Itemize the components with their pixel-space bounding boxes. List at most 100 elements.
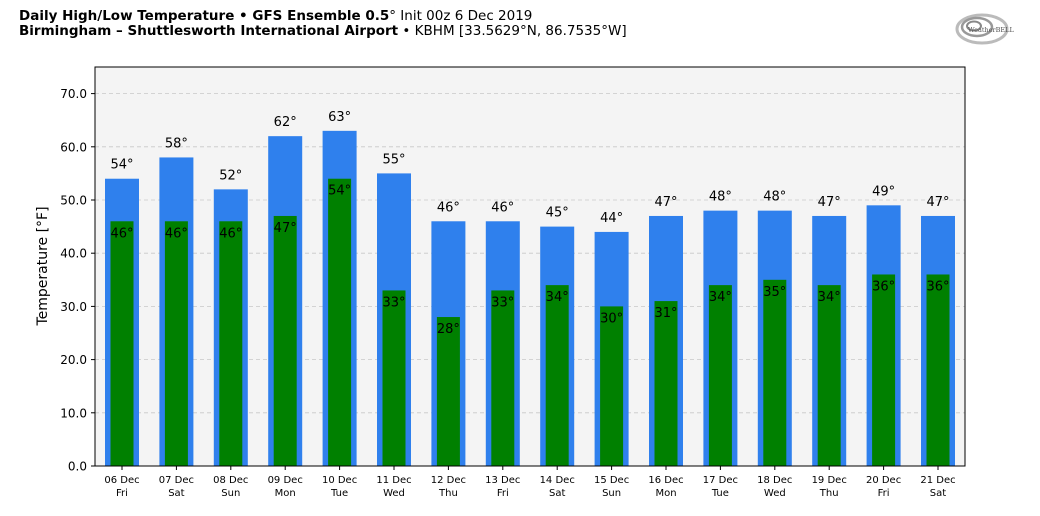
high-temperature-label: 46°	[491, 200, 514, 215]
low-temperature-bar	[817, 285, 841, 466]
x-tick-weekday: Thu	[438, 488, 458, 499]
high-temperature-label: 48°	[709, 190, 732, 205]
x-tick-weekday: Fri	[878, 488, 890, 499]
low-temperature-label: 34°	[546, 290, 569, 305]
low-temperature-bar	[491, 290, 515, 466]
x-tick-weekday: Mon	[275, 488, 296, 499]
y-tick-label: 50.0	[60, 194, 87, 208]
x-tick-date: 08 Dec	[213, 475, 248, 486]
y-tick-label: 10.0	[60, 406, 87, 420]
y-tick-label: 60.0	[60, 140, 87, 154]
high-temperature-label: 58°	[165, 136, 188, 151]
high-temperature-label: 63°	[328, 110, 351, 125]
x-tick-weekday: Sat	[930, 488, 946, 499]
x-tick-weekday: Sun	[602, 488, 621, 499]
chart-title-main: Daily High/Low Temperature • GFS Ensembl…	[19, 8, 390, 24]
x-tick-weekday: Wed	[383, 488, 405, 499]
low-temperature-label: 34°	[709, 290, 732, 305]
low-temperature-label: 47°	[274, 221, 297, 236]
x-tick-date: 07 Dec	[159, 475, 194, 486]
low-temperature-label: 46°	[219, 226, 242, 241]
y-tick-label: 0.0	[68, 460, 87, 474]
high-temperature-label: 55°	[382, 152, 405, 167]
low-temperature-bar	[872, 274, 896, 466]
logo-text: WeatherBELL	[968, 26, 1014, 34]
high-temperature-label: 47°	[926, 195, 949, 210]
y-axis: 0.0 10.0 20.0 30.0 40.0 50.0 60.0 70.0	[60, 87, 95, 474]
high-temperature-label: 48°	[763, 190, 786, 205]
low-temperature-bar	[328, 178, 352, 466]
x-tick-date: 06 Dec	[104, 475, 139, 486]
low-temperature-bar	[436, 317, 460, 466]
x-tick-weekday: Fri	[497, 488, 509, 499]
logo-swirl-inner	[960, 16, 994, 38]
x-tick-weekday: Tue	[711, 488, 729, 499]
low-temperature-bar	[708, 285, 732, 466]
low-temperature-bar	[219, 221, 243, 466]
station-name: Birmingham – Shuttlesworth International…	[19, 23, 399, 39]
x-tick-weekday: Sat	[168, 488, 184, 499]
x-tick-date: 10 Dec	[322, 475, 357, 486]
y-axis-title: Temperature [°F]	[35, 206, 51, 326]
high-temperature-label: 52°	[219, 168, 242, 183]
chart-title-degree: °	[389, 8, 397, 24]
x-tick-date: 15 Dec	[594, 475, 629, 486]
high-temperature-label: 47°	[818, 195, 841, 210]
low-temperature-label: 35°	[763, 285, 786, 300]
y-tick-label: 70.0	[60, 87, 87, 101]
x-tick-date: 13 Dec	[485, 475, 520, 486]
x-tick-weekday: Tue	[330, 488, 348, 499]
x-tick-date: 11 Dec	[376, 475, 411, 486]
x-tick-date: 14 Dec	[540, 475, 575, 486]
low-temperature-label: 33°	[382, 295, 405, 310]
low-temperature-label: 36°	[926, 279, 949, 294]
y-tick-label: 30.0	[60, 300, 87, 314]
x-tick-date: 20 Dec	[866, 475, 901, 486]
x-tick-weekday: Wed	[764, 488, 786, 499]
chart-title-init: Init 00z 6 Dec 2019	[396, 8, 533, 24]
low-temperature-bar	[164, 221, 188, 466]
x-tick-date: 16 Dec	[648, 475, 683, 486]
high-temperature-label: 46°	[437, 200, 460, 215]
high-temperature-label: 62°	[274, 115, 297, 130]
x-tick-date: 21 Dec	[920, 475, 955, 486]
x-tick-weekday: Sun	[221, 488, 240, 499]
x-tick-weekday: Thu	[819, 488, 839, 499]
x-tick-date: 17 Dec	[703, 475, 738, 486]
low-temperature-bar	[382, 290, 406, 466]
chart-subtitle: Birmingham – Shuttlesworth International…	[19, 23, 627, 39]
low-temperature-bars	[110, 178, 950, 466]
low-temperature-bar	[273, 215, 297, 466]
low-temperature-bar	[654, 301, 678, 466]
low-temperature-bar	[926, 274, 950, 466]
x-tick-date: 09 Dec	[268, 475, 303, 486]
high-temperature-label: 45°	[546, 206, 569, 221]
low-temperature-label: 30°	[600, 311, 623, 326]
low-temperature-label: 28°	[437, 322, 460, 337]
low-temperature-label: 31°	[654, 306, 677, 321]
low-temperature-bar	[600, 306, 624, 466]
logo-swirl-core	[966, 20, 982, 32]
low-temperature-label: 46°	[165, 226, 188, 241]
x-tick-date: 18 Dec	[757, 475, 792, 486]
low-temperature-bar	[110, 221, 134, 466]
low-temperature-label: 54°	[328, 184, 351, 199]
high-temperature-label: 47°	[654, 195, 677, 210]
high-temperature-labels: 54° 58° 52° 62° 63° 55° 46° 46° 45° 44° 47° 48° 48° 4…	[110, 110, 949, 226]
low-temperature-label: 36°	[872, 279, 895, 294]
x-axis: 06 Dec Fri 07 Dec Sat 08 Dec Sun 09 Dec Mon 10 D…	[104, 466, 956, 499]
x-tick-weekday: Fri	[116, 488, 128, 499]
high-temperature-label: 54°	[110, 158, 133, 173]
high-temperature-label: 44°	[600, 211, 623, 226]
low-temperature-label: 34°	[818, 290, 841, 305]
logo-swirl-outer	[955, 13, 1009, 45]
plot-frame	[94, 66, 966, 467]
chart-title: Daily High/Low Temperature • GFS Ensembl…	[19, 8, 532, 24]
low-temperature-labels: 46° 46° 46° 47° 54° 33° 28° 33° 34° 30° 31° 34° 35° 3…	[110, 184, 949, 337]
low-temperature-label: 33°	[491, 295, 514, 310]
x-tick-weekday: Sat	[549, 488, 565, 499]
low-temperature-bar	[763, 279, 787, 466]
high-temperature-label: 49°	[872, 184, 895, 199]
weatherbell-logo: WeatherBELL	[955, 13, 1014, 45]
